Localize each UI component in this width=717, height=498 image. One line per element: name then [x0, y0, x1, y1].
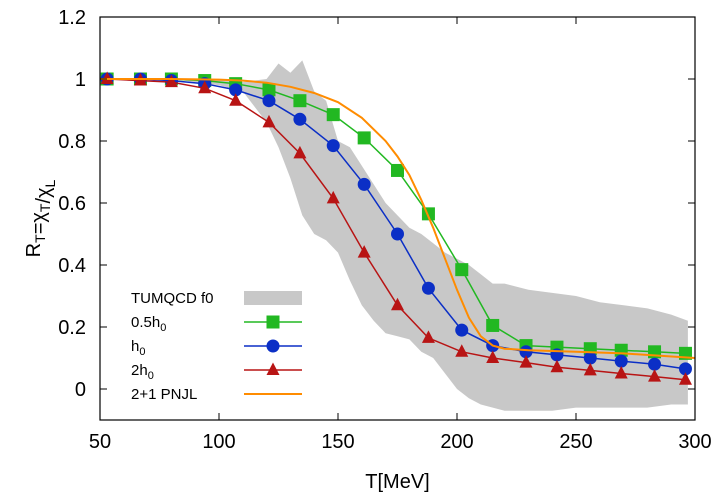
data-point-h-0	[293, 112, 307, 126]
data-point-0-5h-0	[455, 263, 469, 277]
data-point-2h-0	[678, 372, 692, 385]
data-point-2h-0	[519, 355, 533, 368]
x-tick-label: 200	[440, 431, 473, 453]
legend-label: 0.5h0	[131, 314, 166, 334]
legend-label: TUMQCD f0	[131, 290, 214, 307]
data-point-h-0	[678, 362, 692, 376]
legend-label-text: 2h	[131, 362, 148, 379]
y-axis-label: RT=χT/χL	[23, 179, 58, 257]
data-point-h-0	[391, 227, 404, 241]
data-point-2h-0	[357, 245, 371, 258]
data-point-h-0	[262, 94, 276, 108]
data-point-2h-0	[164, 74, 178, 88]
data-point-2h-0	[293, 145, 307, 159]
data-point-h-0	[229, 83, 243, 97]
data-point-2h-0	[198, 80, 212, 94]
data-point-h-0	[519, 345, 533, 359]
data-point-2h-0	[614, 366, 628, 379]
data-point-2h-0	[262, 114, 276, 128]
data-point-h-0	[455, 323, 469, 337]
data-point-0-5h-0	[357, 131, 371, 145]
data-point-2h-0	[421, 330, 435, 343]
legend-item-tumqcd-f0: TUMQCD f0	[131, 290, 302, 307]
data-point-2h-0	[486, 350, 500, 363]
legend-label-text: h	[131, 338, 139, 355]
y-label-text: /χ	[33, 187, 55, 204]
data-point-h-0	[326, 139, 340, 153]
legend-label: h0	[131, 338, 145, 358]
y-tick-label: 0.8	[58, 131, 86, 153]
y-label-text: =χ	[28, 212, 50, 235]
data-point-h-0	[583, 351, 597, 365]
x-tick-label: 150	[321, 431, 354, 453]
x-axis-label: T[MeV]	[365, 471, 429, 493]
data-point-2h-0	[455, 344, 469, 357]
data-point-h-0	[357, 177, 371, 191]
legend-label: 2+1 PNJL	[131, 386, 197, 403]
data-point-0-5h-0	[486, 318, 500, 332]
data-point-2h-0	[648, 369, 662, 382]
series-line-2-1-pnjl	[100, 78, 695, 359]
plot-area	[100, 60, 695, 411]
x-tick-label: 300	[678, 431, 711, 453]
y-tick-label: 0	[75, 379, 86, 401]
plot-clipped	[100, 60, 695, 411]
data-point-h-0	[421, 281, 435, 295]
data-point-2h-0	[326, 190, 340, 204]
series-2-1-pnjl	[100, 78, 695, 359]
x-tick-label: 250	[559, 431, 592, 453]
legend-label-subscript: 0	[148, 370, 154, 382]
data-point-2h-0	[583, 362, 597, 376]
y-label-text: R	[23, 243, 45, 257]
legend-item-2-1-pnjl: 2+1 PNJL	[131, 386, 302, 403]
plot-frame	[99, 16, 696, 421]
y-tick-label: 0.2	[58, 317, 86, 339]
data-point-h-0	[648, 357, 662, 371]
y-tick-label: 1.2	[58, 7, 86, 29]
data-point-0-5h-0	[262, 83, 276, 97]
legend-label-text: 0.5h	[131, 314, 160, 331]
data-point-h-0	[614, 354, 628, 368]
y-label-subscript: L	[42, 179, 58, 187]
legend-swatch-marker	[266, 315, 280, 329]
legend-item-2h-0: 2h0	[131, 362, 302, 382]
data-point-2h-0	[229, 93, 243, 106]
data-point-2h-0	[100, 71, 114, 84]
x-tick-label: 50	[89, 431, 111, 453]
legend-item-h-0: h0	[131, 338, 302, 358]
y-tick-label: 0.6	[58, 193, 86, 215]
y-tick-label: 0.4	[58, 255, 86, 277]
data-point-0-5h-0	[391, 163, 404, 177]
legend-swatch-marker	[266, 339, 280, 353]
data-point-2h-0	[550, 359, 564, 373]
legend-label-subscript: 0	[139, 346, 145, 358]
data-point-2h-0	[391, 297, 404, 311]
y-tick-label: 1	[75, 69, 86, 91]
data-point-0-5h-0	[326, 108, 340, 122]
data-point-0-5h-0	[293, 94, 307, 108]
legend-item-0-5h-0: 0.5h0	[131, 314, 302, 334]
axis-ticks: 50 100 150 200 250 300 0 0.2 0.4 0.6 0.8 1 1.2	[58, 7, 712, 453]
legend-swatch-band	[244, 291, 302, 305]
legend-swatch-marker	[266, 362, 280, 375]
y-label-subscript: T	[37, 203, 53, 212]
legend-label-subscript: 0	[160, 322, 166, 334]
legend-label: 2h0	[131, 362, 154, 382]
x-tick-label: 100	[202, 431, 235, 453]
y-label-subscript: T	[32, 234, 48, 243]
